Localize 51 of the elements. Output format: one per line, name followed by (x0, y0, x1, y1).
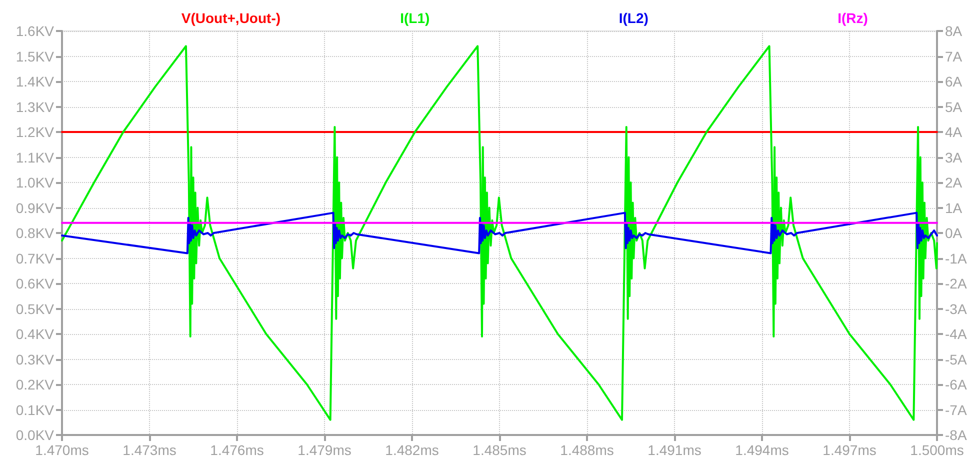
y-tick-label: 1.1KV (16, 149, 55, 166)
y-tick-label: 0.7KV (16, 250, 55, 266)
line-series (61, 45, 938, 421)
x-tick-label: 1.470ms (35, 442, 89, 458)
y2-tick-label: -6A (945, 376, 968, 392)
x-tick-label: 1.500ms (910, 442, 964, 458)
y2-tick-label: 6A (945, 74, 963, 90)
x-tick-label: 1.482ms (385, 442, 439, 458)
y-tick-label: 0.5KV (16, 300, 55, 317)
text: I(Rz) (838, 10, 868, 26)
text: I(L2) (618, 10, 648, 26)
y2-tick-label: 7A (945, 48, 963, 64)
y-tick-label: 0.0KV (16, 427, 55, 443)
x-tick-label: 1.494ms (735, 442, 789, 458)
y-tick-label: 1.0KV (16, 174, 55, 190)
y-tick-label: 1.3KV (16, 98, 55, 115)
y2-tick-label: -7A (945, 402, 968, 418)
y-tick-label: 0.3KV (16, 351, 55, 368)
x-tick-label: 1.485ms (472, 442, 526, 458)
y2-tick-label: 3A (945, 149, 963, 166)
text: I(L1) (400, 10, 430, 26)
x-tick-label: 1.476ms (210, 442, 264, 458)
x-tick-label: 1.497ms (822, 442, 876, 458)
x-tick-label: 1.491ms (648, 442, 702, 458)
y-tick-label: 0.6KV (16, 276, 55, 292)
y-tick-label: 1.6KV (16, 23, 55, 39)
y2-tick-label: 2A (945, 174, 963, 190)
y2-tick-label: -1A (945, 250, 968, 266)
y-tick-label: 0.2KV (16, 376, 55, 392)
y-tick-label: 0.9KV (16, 200, 55, 216)
y2-tick-label: 0A (945, 225, 963, 241)
y2-tick-label: -4A (945, 326, 968, 342)
x-tick-label: 1.479ms (298, 442, 352, 458)
y2-tick-label: -3A (945, 300, 968, 317)
y2-tick-label: 5A (945, 98, 963, 115)
y2-tick-label: 8A (945, 23, 963, 39)
y2-tick-label: 4A (945, 124, 963, 140)
y2-tick-label: 1A (945, 200, 963, 216)
y-tick-label: 1.4KV (16, 74, 55, 90)
y2-tick-label: -2A (945, 276, 968, 292)
y2-tick-label: -5A (945, 351, 968, 368)
line-series (61, 212, 938, 254)
y-tick-label: 0.1KV (16, 402, 55, 418)
y-tick-label: 1.2KV (16, 124, 55, 140)
x-tick-label: 1.488ms (560, 442, 614, 458)
text: V(Uout+,Uout-) (181, 10, 281, 26)
y-tick-label: 0.4KV (16, 326, 55, 342)
x-tick-label: 1.473ms (122, 442, 176, 458)
y-tick-label: 1.5KV (16, 48, 55, 64)
y2-tick-label: -8A (945, 427, 968, 443)
y-tick-label: 0.8KV (16, 225, 55, 241)
